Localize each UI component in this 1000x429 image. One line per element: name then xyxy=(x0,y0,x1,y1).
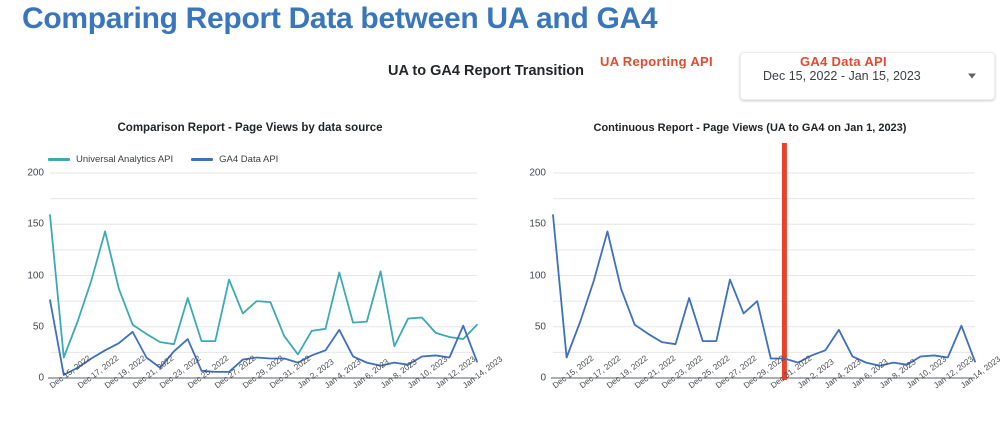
y-axis-tick: 0 xyxy=(38,372,44,384)
legend-label-ga4: GA4 Data API xyxy=(219,154,279,165)
chevron-down-icon xyxy=(968,73,976,79)
chart-title: Comparison Report - Page Views by data s… xyxy=(117,122,383,134)
chart-plot-area xyxy=(551,143,976,380)
legend-item-ua[interactable]: Universal Analytics API xyxy=(48,154,173,165)
y-axis-tick: 150 xyxy=(27,218,44,230)
chart-panel-continuous: Continuous Report - Page Views (UA to GA… xyxy=(500,114,1000,429)
y-axis-tick: 100 xyxy=(27,270,44,281)
y-axis-tick: 200 xyxy=(529,167,546,179)
chart-title: Continuous Report - Page Views (UA to GA… xyxy=(593,122,907,134)
legend-swatch-ua xyxy=(48,158,70,161)
y-axis-tick: 0 xyxy=(540,372,546,384)
y-axis-tick: 100 xyxy=(529,270,546,281)
report-title: UA to GA4 Report Transition xyxy=(388,63,585,79)
chart-panel-comparison: Comparison Report - Page Views by data s… xyxy=(0,114,504,429)
y-axis-tick: 200 xyxy=(27,167,44,179)
y-axis-tick: 50 xyxy=(534,321,546,333)
chart-plot-area xyxy=(48,172,478,379)
y-axis-tick: 50 xyxy=(32,321,44,333)
date-range-picker[interactable]: Dec 15, 2022 - Jan 15, 2023 xyxy=(740,52,995,100)
y-axis-tick: 150 xyxy=(529,218,546,230)
date-range-value: Dec 15, 2022 - Jan 15, 2023 xyxy=(763,69,921,83)
annotation-ua-reporting-api: UA Reporting API xyxy=(600,54,713,69)
app-bar: UA to GA4 Report Transition Dec 15, 2022… xyxy=(0,52,1000,106)
legend-swatch-ga4 xyxy=(191,158,214,161)
legend-label-ua: Universal Analytics API xyxy=(76,154,174,165)
chart-legend: Universal Analytics API GA4 Data API xyxy=(48,154,278,165)
page-title: Comparing Report Data between UA and GA4 xyxy=(22,2,658,35)
legend-item-ga4[interactable]: GA4 Data API xyxy=(191,154,278,165)
annotation-ga4-data-api: GA4 Data API xyxy=(800,54,887,69)
